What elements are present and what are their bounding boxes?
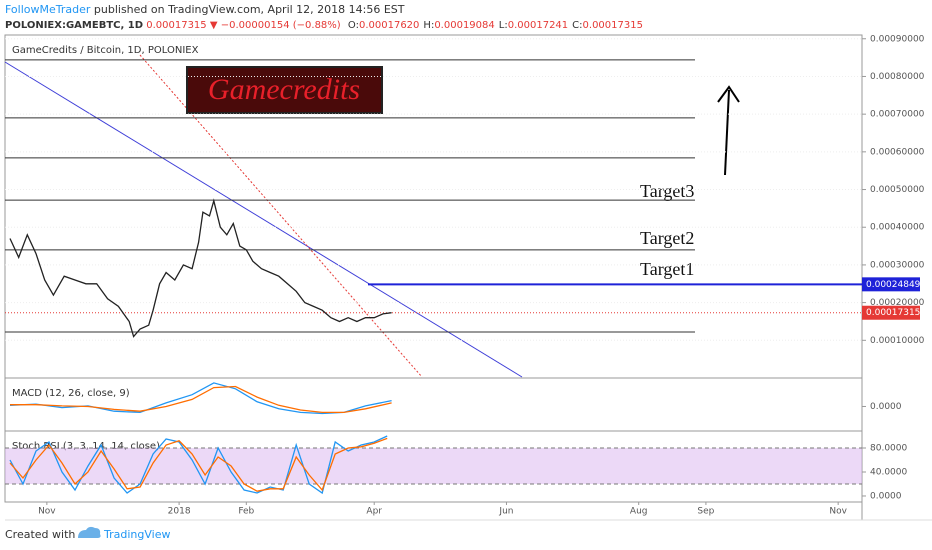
footer-text: Created with	[5, 528, 75, 541]
footer-brand: TradingView	[103, 528, 170, 541]
banner-box	[186, 66, 383, 114]
y-tick-label: 0.00010000	[870, 336, 925, 346]
annotation: Target2	[640, 228, 694, 248]
y-tick-label: 0.0000	[870, 402, 902, 412]
y-tick-label: 0.00060000	[870, 147, 925, 157]
y-tick-label: 0.00090000	[870, 34, 925, 44]
price-tag	[862, 305, 920, 320]
x-tick-label: 2018	[168, 507, 191, 517]
annotation: Target1	[640, 259, 694, 279]
logo-icon	[78, 526, 101, 538]
ohlc-value: 0.00017620	[359, 20, 419, 31]
y-tick-label: 0.00020000	[870, 298, 925, 308]
trend-line	[139, 54, 423, 378]
y-tick-label: 80.0000	[870, 444, 907, 454]
y-tick-label: 0.00030000	[870, 260, 925, 270]
y-tick-label: 40.0000	[870, 467, 907, 477]
series-line	[9, 198, 392, 338]
annotation: Target3	[640, 181, 694, 201]
author: FollowMeTrader	[5, 3, 91, 16]
x-tick-label: Aug	[630, 507, 648, 517]
y-tick-label: 0.00040000	[870, 223, 925, 233]
pane-title: MACD (12, 26, close, 9)	[12, 388, 130, 399]
y-tick-label: 0.00080000	[870, 72, 925, 82]
y-tick-label: 0.0000	[870, 491, 902, 501]
ohlc-label: L:	[499, 20, 508, 31]
ohlc-label: O:	[348, 20, 359, 31]
y-tick-label: 0.00050000	[870, 185, 925, 195]
x-tick-label: Feb	[238, 507, 254, 517]
arrow-head	[717, 85, 740, 103]
price-tag-label: 0.00024849	[866, 280, 921, 290]
band-fill	[5, 448, 862, 484]
trend-line	[4, 61, 523, 378]
y-tick-label: 0.00070000	[870, 110, 925, 120]
arrow	[724, 89, 730, 176]
price-tag	[862, 277, 920, 292]
ohlc-label: H:	[423, 20, 434, 31]
pane-title: Stoch RSI (3, 3, 14, 14, close)	[12, 441, 160, 452]
x-tick-label: Nov	[38, 507, 56, 517]
ohlc-value: 0.00019084	[434, 20, 494, 31]
price-tag-label: 0.00017315	[866, 308, 920, 318]
ohlc-value: 0.00017315	[583, 20, 643, 31]
ohlc-label: C:	[572, 20, 582, 31]
arrow: ▼	[210, 20, 218, 31]
series-line	[9, 437, 388, 492]
pane-title: GameCredits / Bitcoin, 1D, POLONIEX	[12, 45, 199, 56]
x-tick-label: Jun	[498, 507, 513, 517]
published: published on TradingView.com, April 12, …	[94, 3, 405, 16]
symbol: POLONIEX:GAMEBTC, 1D	[5, 20, 143, 31]
quote-line: POLONIEX:GAMEBTC, 1D 0.00017315 ▼ −0.000…	[5, 20, 643, 31]
banner: Gamecredits	[208, 73, 360, 106]
change: −0.00000154 (−0.88%)	[221, 20, 341, 31]
ohlc-value: 0.00017241	[508, 20, 568, 31]
x-tick-label: Apr	[366, 507, 382, 517]
x-tick-label: Sep	[697, 507, 714, 517]
header-line: FollowMeTrader published on TradingView.…	[5, 3, 405, 16]
x-tick-label: Nov	[829, 507, 847, 517]
last: 0.00017315	[146, 20, 206, 31]
series-line	[10, 385, 392, 414]
